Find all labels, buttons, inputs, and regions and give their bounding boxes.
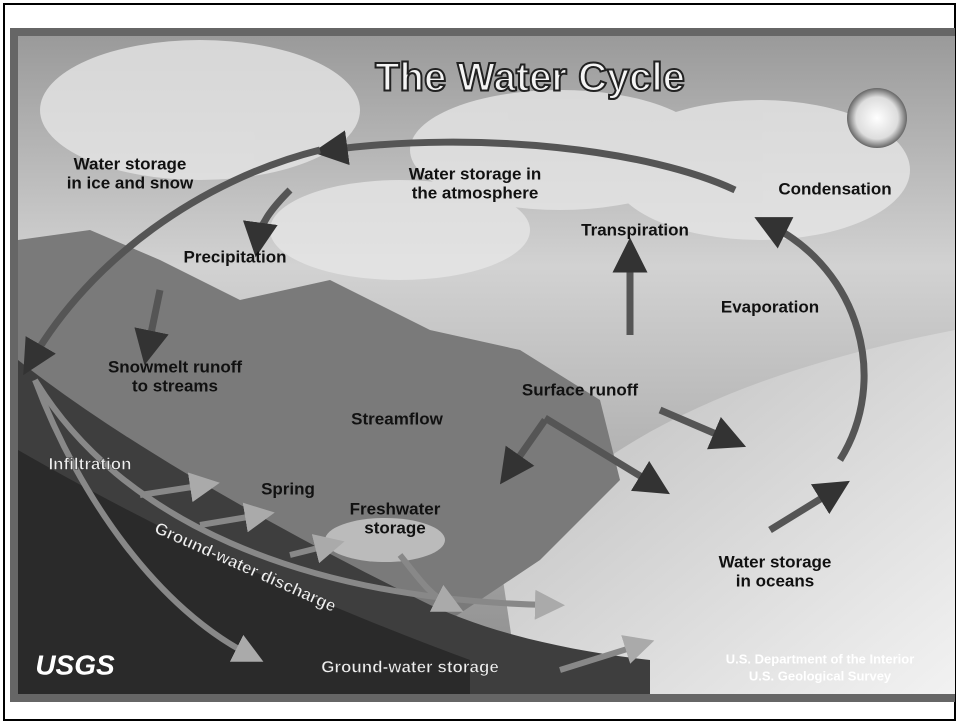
- diagram-label: Water storage: [74, 154, 187, 173]
- water-cycle-diagram: The Water Cycle Water storagein ice and …: [0, 0, 960, 725]
- diagram-label: Precipitation: [184, 247, 287, 266]
- diagram-label: storage: [364, 518, 425, 537]
- diagram-label: to streams: [132, 376, 218, 395]
- sun: [847, 88, 907, 148]
- title: The Water Cycle: [375, 56, 685, 100]
- logo: USGS: [35, 649, 115, 680]
- diagram-label: the atmosphere: [412, 183, 539, 202]
- diagram-label: Water storage: [719, 552, 832, 571]
- diagram-label: Freshwater: [350, 499, 441, 518]
- diagram-label: Ground-water storage: [321, 657, 499, 676]
- diagram-label: in oceans: [736, 571, 814, 590]
- diagram-label: Snowmelt runoff: [108, 357, 242, 376]
- diagram-label: in ice and snow: [67, 173, 194, 192]
- credit-line: U.S. Geological Survey: [749, 668, 892, 683]
- diagram-label: Infiltration: [48, 454, 131, 473]
- diagram-label: Streamflow: [351, 409, 443, 428]
- diagram-label: Spring: [261, 479, 315, 498]
- diagram-label: Condensation: [778, 179, 891, 198]
- diagram-label: Transpiration: [581, 220, 689, 239]
- credit-line: U.S. Department of the Interior: [726, 651, 915, 666]
- diagram-label: Surface runoff: [522, 380, 639, 399]
- diagram-label: Evaporation: [721, 297, 819, 316]
- diagram-label: Water storage in: [409, 164, 542, 183]
